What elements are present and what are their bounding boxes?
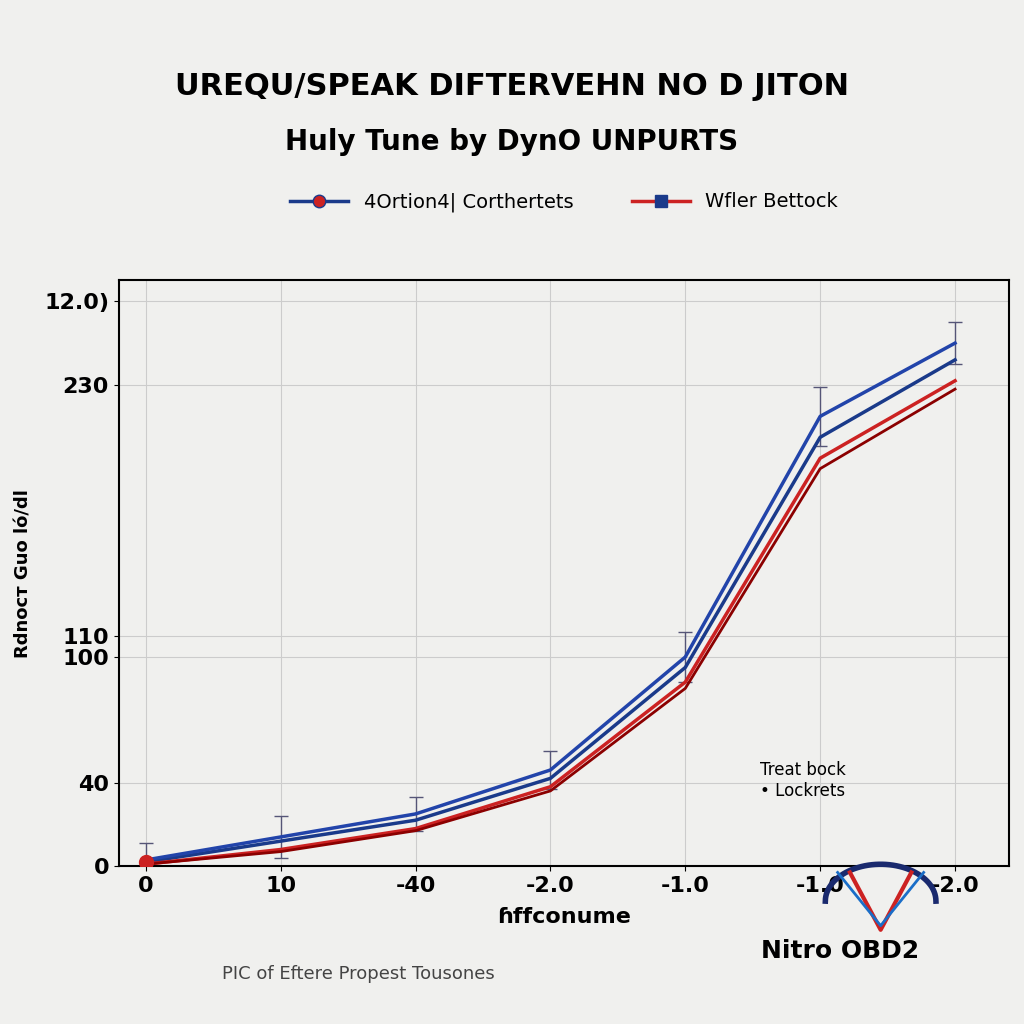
Text: Treat bock
• Lockrets: Treat bock • Lockrets: [760, 761, 846, 800]
X-axis label: ɦffconume: ɦffconume: [497, 907, 631, 927]
Text: Nitro OBD2: Nitro OBD2: [761, 939, 919, 963]
Text: PIC of Eftere Propest Tousones: PIC of Eftere Propest Tousones: [222, 965, 495, 983]
Legend: 4Ortion4| Corthertets, Wfler Bettock: 4Ortion4| Corthertets, Wfler Bettock: [282, 184, 846, 219]
Text: Huly Tune by DynO UNPURTS: Huly Tune by DynO UNPURTS: [286, 128, 738, 156]
Text: UREQU/SPEAK DIFTERVEHN NO D JITON: UREQU/SPEAK DIFTERVEHN NO D JITON: [175, 72, 849, 100]
Y-axis label: Rdnocт Guo ló/dl: Rdnocт Guo ló/dl: [15, 488, 33, 657]
